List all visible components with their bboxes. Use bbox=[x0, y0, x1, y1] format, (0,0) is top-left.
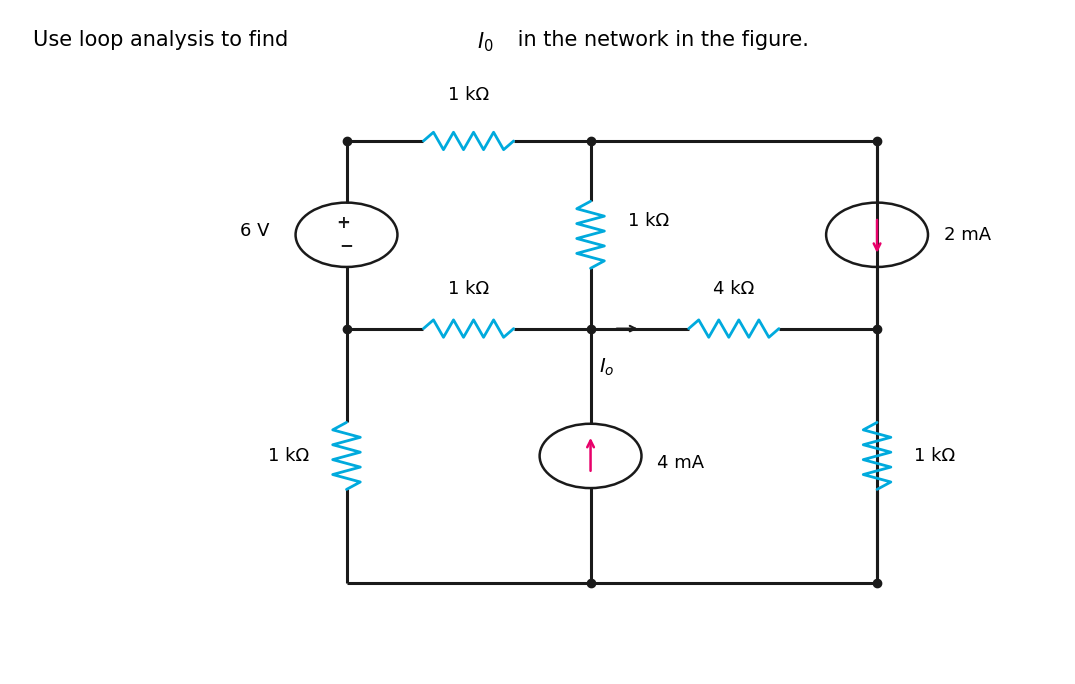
Text: 1 kΩ: 1 kΩ bbox=[448, 86, 489, 104]
Text: +: + bbox=[336, 213, 350, 232]
Text: −: − bbox=[340, 236, 354, 254]
Text: 4 kΩ: 4 kΩ bbox=[713, 280, 755, 298]
Text: 1 kΩ: 1 kΩ bbox=[628, 212, 669, 231]
Text: in the network in the figure.: in the network in the figure. bbox=[511, 30, 808, 51]
Text: Use loop analysis to find: Use loop analysis to find bbox=[33, 30, 296, 51]
Text: 1 kΩ: 1 kΩ bbox=[448, 280, 489, 298]
Text: $I_o$: $I_o$ bbox=[599, 357, 615, 378]
Text: 6 V: 6 V bbox=[240, 222, 269, 241]
Text: $I_0$: $I_0$ bbox=[477, 30, 493, 54]
Text: 2 mA: 2 mA bbox=[944, 226, 991, 244]
Text: 1 kΩ: 1 kΩ bbox=[269, 447, 310, 465]
Text: 4 mA: 4 mA bbox=[658, 453, 704, 472]
Text: 1 kΩ: 1 kΩ bbox=[914, 447, 956, 465]
